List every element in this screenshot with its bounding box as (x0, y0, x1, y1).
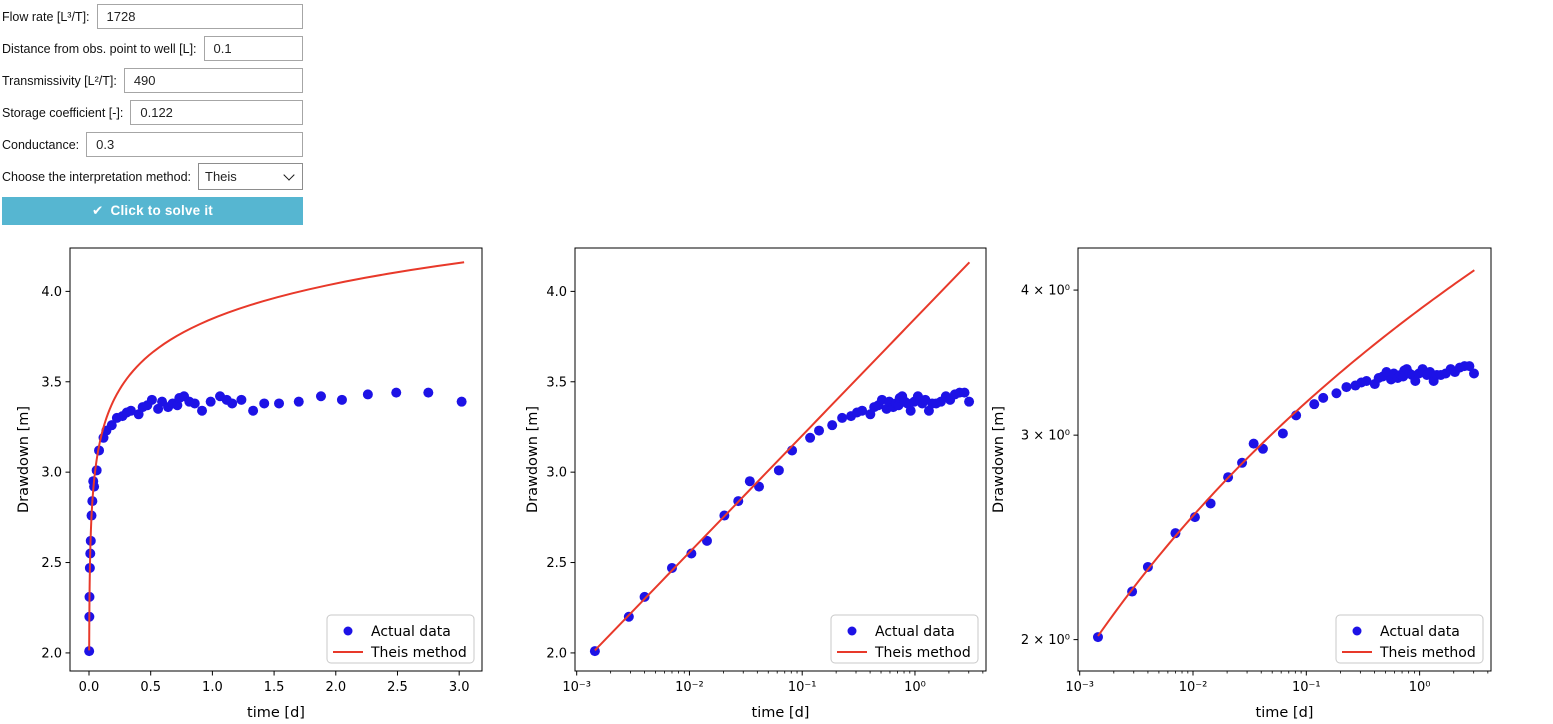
svg-text:Actual data: Actual data (1380, 624, 1460, 640)
x-axis-label: time [d] (1256, 705, 1314, 721)
y-axis-label: Drawdown [m] (16, 406, 32, 513)
svg-text:10⁰: 10⁰ (1409, 680, 1431, 695)
y-axis: 2 × 10⁰ 3 × 10⁰ 4 × 10⁰ (1021, 284, 1078, 648)
charts-row: 0.0 0.5 1.0 1.5 2.0 2.5 3.0 2.0 2.5 3.0 3.5 4.0 time… (0, 240, 1553, 724)
svg-text:0.5: 0.5 (140, 680, 161, 695)
conductance-label: Conductance: (2, 137, 80, 152)
transmissivity-label: Transmissivity [L²/T]: (2, 73, 117, 88)
svg-text:1.0: 1.0 (202, 680, 223, 695)
svg-text:10⁻³: 10⁻³ (1065, 680, 1094, 695)
form-row-storage-coefficient: Storage coefficient [-]: (2, 99, 303, 126)
legend: Actual data Theis method (326, 614, 475, 664)
actual-data-series (1092, 361, 1480, 643)
svg-text:10⁻³: 10⁻³ (562, 680, 591, 695)
legend: Actual data Theis method (1335, 614, 1484, 664)
svg-text:3.5: 3.5 (546, 375, 567, 390)
flow-rate-label: Flow rate [L³/T]: (2, 9, 90, 24)
svg-text:time [d]: time [d] (1256, 705, 1314, 721)
svg-text:1.5: 1.5 (264, 680, 285, 695)
svg-text:2.0: 2.0 (325, 680, 346, 695)
plot-border (69, 247, 483, 672)
legend-dot-marker (1352, 626, 1362, 636)
svg-text:3 × 10⁰: 3 × 10⁰ (1021, 429, 1070, 444)
svg-text:10⁻²: 10⁻² (675, 680, 704, 695)
svg-text:3.0: 3.0 (449, 680, 470, 695)
y-axis: 2.0 2.5 3.0 3.5 4.0 (546, 285, 575, 661)
svg-text:10⁻¹: 10⁻¹ (1292, 680, 1321, 695)
svg-text:2.0: 2.0 (41, 646, 62, 661)
x-axis: 10⁻³ 10⁻² 10⁻¹ 10⁰ (1065, 671, 1489, 695)
svg-text:Drawdown [m]: Drawdown [m] (525, 406, 541, 513)
flow-rate-input[interactable] (96, 4, 303, 29)
svg-text:4 × 10⁰: 4 × 10⁰ (1021, 284, 1070, 299)
svg-text:Theis method: Theis method (874, 645, 971, 661)
solve-button[interactable]: ✔ Click to solve it (2, 197, 303, 225)
svg-text:0.0: 0.0 (79, 680, 100, 695)
chart-linear-plot: 0.0 0.5 1.0 1.5 2.0 2.5 3.0 2.0 2.5 3.0 3.5 4.0 time… (16, 247, 483, 721)
svg-text:10⁻¹: 10⁻¹ (788, 680, 817, 695)
svg-text:2.5: 2.5 (387, 680, 408, 695)
method-select[interactable]: Theis (198, 163, 303, 190)
y-axis-label: Drawdown [m] (525, 406, 541, 513)
svg-text:Drawdown [m]: Drawdown [m] (16, 406, 32, 513)
storage-coefficient-label: Storage coefficient [-]: (2, 105, 124, 120)
svg-text:3.0: 3.0 (546, 466, 567, 481)
x-axis: 0.0 0.5 1.0 1.5 2.0 2.5 3.0 (79, 671, 470, 695)
y-axis-label: Drawdown [m] (991, 406, 1007, 513)
chart-semilog-plot: 10⁻³ 10⁻² 10⁻¹ 10⁰ 2.0 2.5 3.0 3.5 4.0 time [d] Dr… (525, 247, 987, 721)
transmissivity-input[interactable] (123, 68, 303, 93)
parameter-form: Flow rate [L³/T]: Distance from obs. poi… (2, 3, 303, 225)
chart-loglog-plot: 10⁻³ 10⁻² 10⁻¹ 10⁰ 2 × 10⁰ 3 × 10⁰ 4 × 10⁰ time… (991, 247, 1492, 721)
check-icon: ✔ (92, 203, 104, 218)
svg-text:Actual data: Actual data (875, 624, 955, 640)
legend-dot-marker (847, 626, 857, 636)
distance-label: Distance from obs. point to well [L]: (2, 41, 197, 56)
form-row-method: Choose the interpretation method: Theis (2, 163, 303, 190)
legend: Actual data Theis method (830, 614, 979, 664)
solve-button-label: Click to solve it (110, 203, 213, 218)
form-row-distance: Distance from obs. point to well [L]: (2, 35, 303, 62)
storage-coefficient-input[interactable] (130, 100, 303, 125)
svg-text:3.0: 3.0 (41, 466, 62, 481)
svg-text:4.0: 4.0 (41, 285, 62, 300)
svg-text:2 × 10⁰: 2 × 10⁰ (1021, 633, 1070, 648)
plot-border (1077, 247, 1492, 672)
legend-dot-marker (343, 626, 353, 636)
form-row-transmissivity: Transmissivity [L²/T]: (2, 67, 303, 94)
conductance-input[interactable] (86, 132, 303, 157)
svg-text:Theis method: Theis method (370, 645, 467, 661)
distance-input[interactable] (203, 36, 303, 61)
form-row-flow-rate: Flow rate [L³/T]: (2, 3, 303, 30)
svg-text:3.5: 3.5 (41, 375, 62, 390)
x-axis: 10⁻³ 10⁻² 10⁻¹ 10⁰ (562, 671, 984, 695)
svg-text:10⁻²: 10⁻² (1179, 680, 1208, 695)
x-axis-label: time [d] (752, 705, 810, 721)
method-label: Choose the interpretation method: (2, 169, 192, 184)
svg-text:10⁰: 10⁰ (904, 680, 926, 695)
theis-line (594, 261, 971, 652)
x-axis-label: time [d] (247, 705, 305, 721)
svg-text:Actual data: Actual data (371, 624, 451, 640)
svg-text:Theis method: Theis method (1379, 645, 1476, 661)
form-row-conductance: Conductance: (2, 131, 303, 158)
svg-text:2.5: 2.5 (41, 556, 62, 571)
svg-text:time [d]: time [d] (752, 705, 810, 721)
theis-line (88, 261, 465, 651)
plot-border (574, 247, 987, 672)
svg-text:Drawdown [m]: Drawdown [m] (991, 406, 1007, 513)
svg-text:4.0: 4.0 (546, 285, 567, 300)
svg-text:time [d]: time [d] (247, 705, 305, 721)
theis-line (1097, 269, 1475, 637)
svg-text:2.5: 2.5 (546, 556, 567, 571)
y-axis: 2.0 2.5 3.0 3.5 4.0 (41, 285, 70, 661)
svg-text:2.0: 2.0 (546, 646, 567, 661)
